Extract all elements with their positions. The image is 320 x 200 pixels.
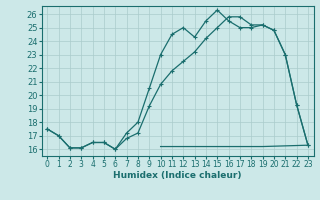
X-axis label: Humidex (Indice chaleur): Humidex (Indice chaleur) [113,171,242,180]
